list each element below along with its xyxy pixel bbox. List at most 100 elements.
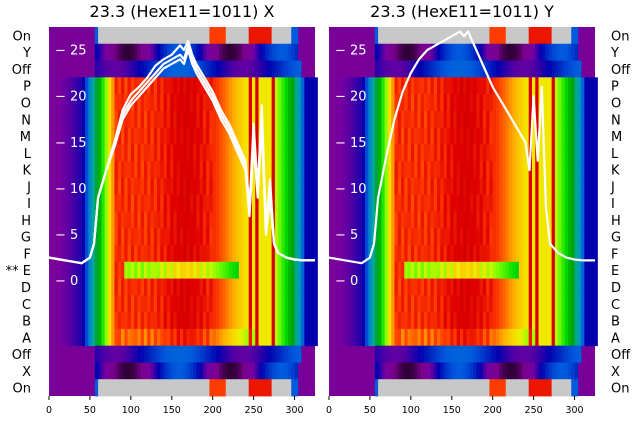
- heatmap-cell: [535, 328, 539, 347]
- heatmap-cell: [522, 161, 526, 179]
- heatmap-cell: [355, 110, 359, 129]
- heatmap-cell: [495, 379, 500, 397]
- heatmap-cell: [463, 127, 467, 145]
- heatmap-cell: [358, 161, 363, 179]
- heatmap-cell: [140, 379, 145, 397]
- heatmap-cell: [150, 194, 155, 212]
- heatmap-cell: [574, 345, 579, 363]
- heatmap-cell: [515, 177, 520, 196]
- heatmap-cell: [502, 94, 507, 112]
- heatmap-cell: [512, 194, 517, 212]
- heatmap-cell: [456, 295, 461, 313]
- chart-title: 23.3 (HexE11=1011) Y: [370, 2, 554, 21]
- heatmap-cell: [212, 60, 217, 78]
- y-tick-label: − 25: [335, 44, 367, 59]
- heatmap-cell: [446, 144, 451, 162]
- heatmap-cell: [459, 94, 464, 112]
- heatmap-cell: [117, 245, 122, 263]
- heatmap-cell: [235, 161, 240, 179]
- heatmap-cell: [268, 362, 273, 380]
- heatmap-cell: [153, 177, 158, 196]
- heatmap-cell: [130, 278, 135, 296]
- heatmap-cell: [407, 245, 412, 263]
- heatmap-cell: [538, 261, 543, 279]
- heatmap-cell: [274, 312, 279, 330]
- heatmap-cell: [134, 77, 138, 95]
- heatmap-cell: [505, 127, 510, 145]
- heatmap-cell: [397, 295, 402, 313]
- heatmap-cell: [297, 228, 302, 246]
- heatmap-cell: [505, 312, 510, 330]
- heatmap-cell: [130, 245, 135, 263]
- heatmap-cell: [381, 177, 386, 196]
- heatmap-cell: [68, 328, 73, 347]
- heatmap-cell: [189, 245, 194, 263]
- heatmap-cell: [515, 295, 520, 313]
- heatmap-cell: [476, 295, 480, 313]
- heatmap-cell: [394, 127, 399, 145]
- heatmap-cell: [509, 27, 513, 45]
- heatmap-cell: [222, 362, 227, 380]
- heatmap-cell: [71, 94, 76, 112]
- heatmap-cell: [387, 94, 392, 112]
- heatmap-cell: [255, 144, 259, 162]
- heatmap-cell: [509, 278, 513, 296]
- heatmap-cell: [242, 328, 246, 347]
- heatmap-cell: [538, 77, 543, 95]
- heatmap-cell: [446, 177, 451, 196]
- heatmap-cell: [332, 110, 336, 129]
- heatmap-cell: [310, 261, 315, 279]
- heatmap-cell: [189, 362, 194, 380]
- heatmap-cell: [410, 127, 415, 145]
- heatmap-cell: [107, 77, 112, 95]
- heatmap-cell: [384, 278, 389, 296]
- heatmap-cell: [127, 127, 132, 145]
- heatmap-cell: [212, 43, 217, 61]
- chart-panel-x: 23.3 (HexE11=1011) XOnYOffPONMLKJIHGF** …: [6, 2, 318, 416]
- heatmap-cell: [531, 278, 536, 296]
- heatmap-cell: [469, 161, 474, 179]
- heatmap-cell: [114, 295, 119, 313]
- heatmap-cell: [430, 295, 435, 313]
- heatmap-cell: [94, 27, 99, 45]
- heatmap-cell: [571, 245, 575, 263]
- heatmap-cell: [124, 261, 128, 279]
- heatmap-cell: [271, 295, 276, 313]
- heatmap-cell: [255, 211, 259, 229]
- heatmap-cell: [374, 127, 379, 145]
- heatmap-cell: [401, 77, 405, 95]
- heatmap-cell: [525, 312, 530, 330]
- heatmap-cell: [378, 328, 382, 347]
- heatmap-cell: [251, 379, 256, 397]
- heatmap-cell: [414, 345, 418, 363]
- heatmap-cell: [62, 245, 66, 263]
- heatmap-cell: [473, 228, 477, 246]
- heatmap-cell: [378, 27, 382, 45]
- heatmap-cell: [287, 27, 292, 45]
- heatmap-cell: [124, 177, 128, 196]
- heatmap-cell: [104, 312, 109, 330]
- heatmap-cell: [378, 127, 382, 145]
- heatmap-cell: [124, 245, 128, 263]
- heatmap-cell: [68, 194, 73, 212]
- heatmap-cell: [420, 245, 425, 263]
- heatmap-cell: [81, 110, 86, 129]
- heatmap-cell: [512, 127, 517, 145]
- heatmap-cell: [495, 278, 500, 296]
- heatmap-cell: [594, 77, 598, 95]
- heatmap-cell: [235, 295, 240, 313]
- heatmap-cell: [212, 328, 217, 347]
- heatmap-cell: [65, 94, 70, 112]
- heatmap-cell: [153, 261, 158, 279]
- heatmap-cell: [274, 194, 279, 212]
- heatmap-cell: [345, 228, 350, 246]
- heatmap-cell: [163, 161, 168, 179]
- heatmap-cell: [394, 194, 399, 212]
- heatmap-cell: [91, 127, 96, 145]
- heatmap-cell: [594, 110, 598, 129]
- heatmap-cell: [512, 278, 517, 296]
- heatmap-cell: [371, 77, 376, 95]
- heatmap-cell: [358, 245, 363, 263]
- heatmap-cell: [117, 228, 122, 246]
- heatmap-cell: [567, 228, 572, 246]
